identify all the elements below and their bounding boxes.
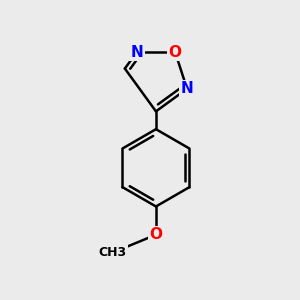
Text: N: N: [181, 81, 194, 96]
Text: O: O: [169, 45, 182, 60]
Text: N: N: [130, 45, 143, 60]
Text: O: O: [149, 227, 162, 242]
Text: CH3: CH3: [99, 246, 127, 259]
